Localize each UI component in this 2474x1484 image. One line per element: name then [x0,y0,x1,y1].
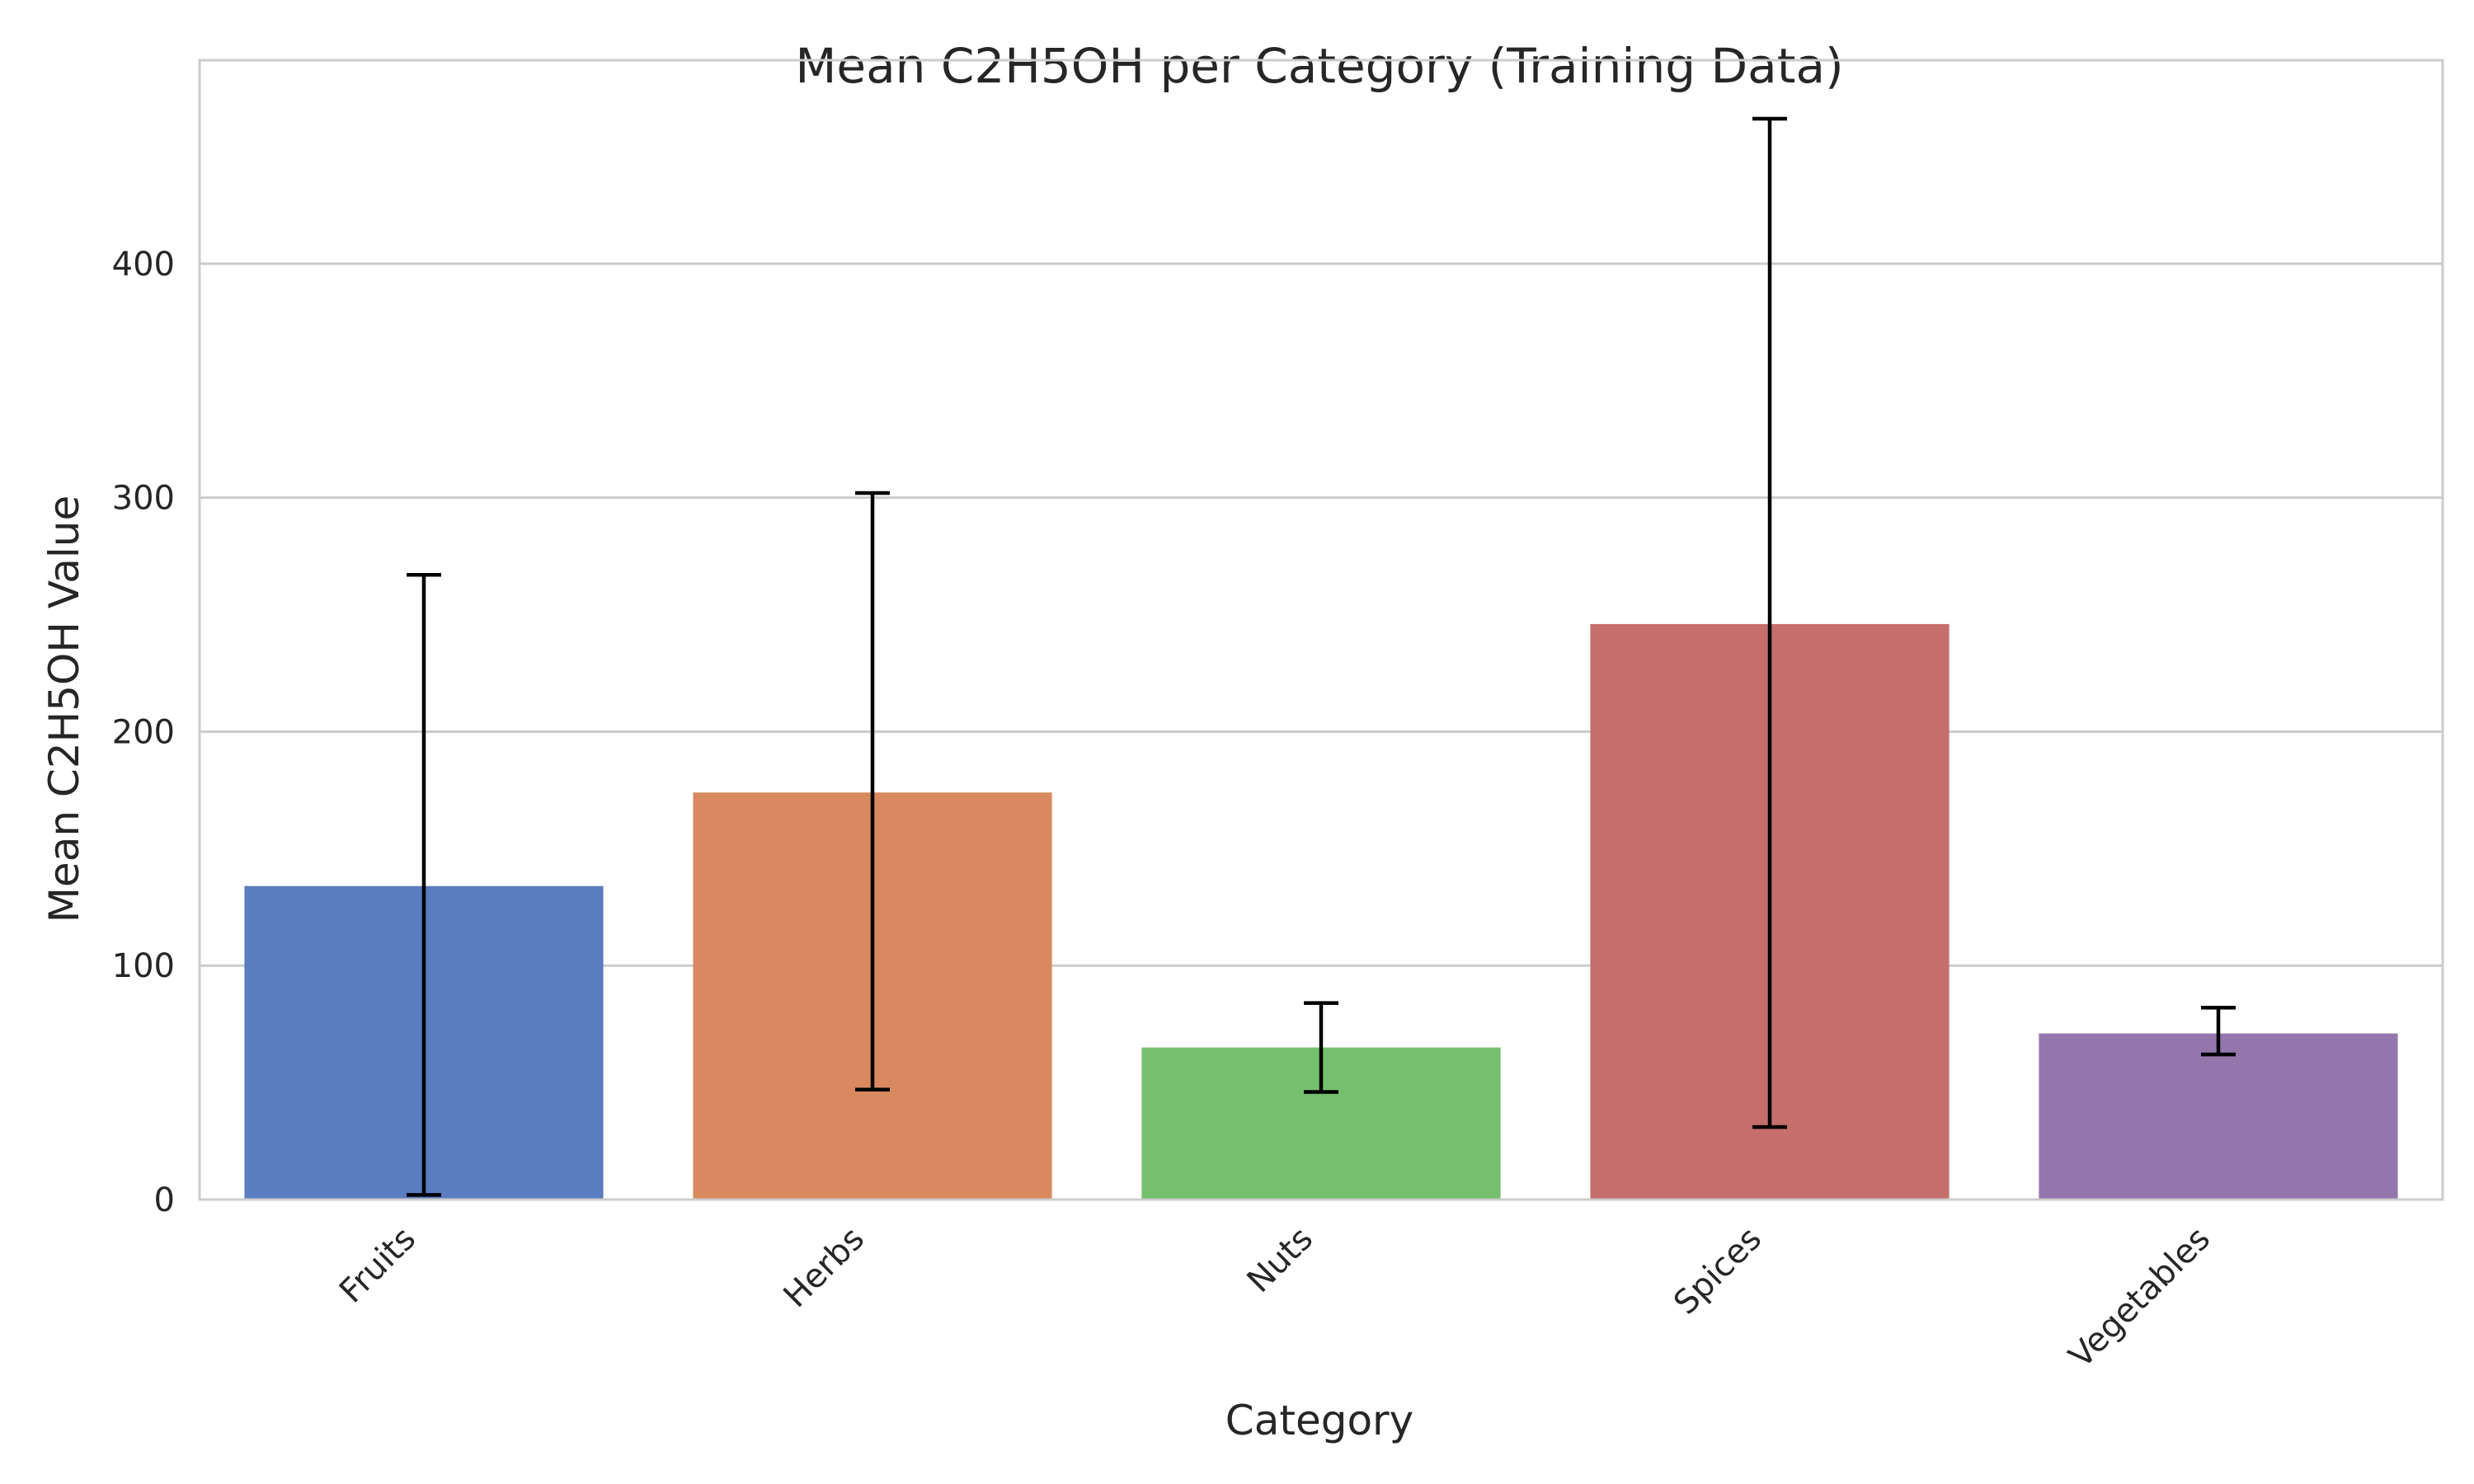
x-tick-label: Herbs [777,1220,872,1316]
y-tick-label: 200 [112,713,175,751]
plot-frame [198,59,2444,1201]
y-tick-label: 0 [154,1181,175,1219]
x-tick-label: Vegetables [2062,1220,2218,1376]
x-tick-label: Nuts [1240,1220,1320,1300]
bars [244,623,2398,1200]
bar-vegetables [2039,1033,2398,1200]
y-tick-label: 100 [112,947,175,985]
x-tick-labels: Fruits Herbs Nuts Spices Vegetables [332,1220,2218,1376]
y-tick-label: 300 [112,480,175,518]
error-bars [407,116,2236,1197]
error-bar-vegetables [2201,1006,2236,1057]
y-tick-label: 400 [112,246,175,284]
chart-title: Mean C2H5OH per Category (Training Data) [795,38,1843,94]
x-axis-label: Category [1225,1397,1413,1444]
error-bar-spices [1752,116,1787,1129]
y-tick-labels: 0 100 200 300 400 [112,246,175,1219]
error-bar-nuts [1304,1001,1338,1094]
error-bar-fruits [407,573,441,1197]
x-tick-label: Spices [1667,1220,1769,1322]
x-tick-label: Fruits [332,1220,423,1311]
y-axis-label: Mean C2H5OH Value [40,495,88,923]
error-bar-herbs [855,491,890,1092]
